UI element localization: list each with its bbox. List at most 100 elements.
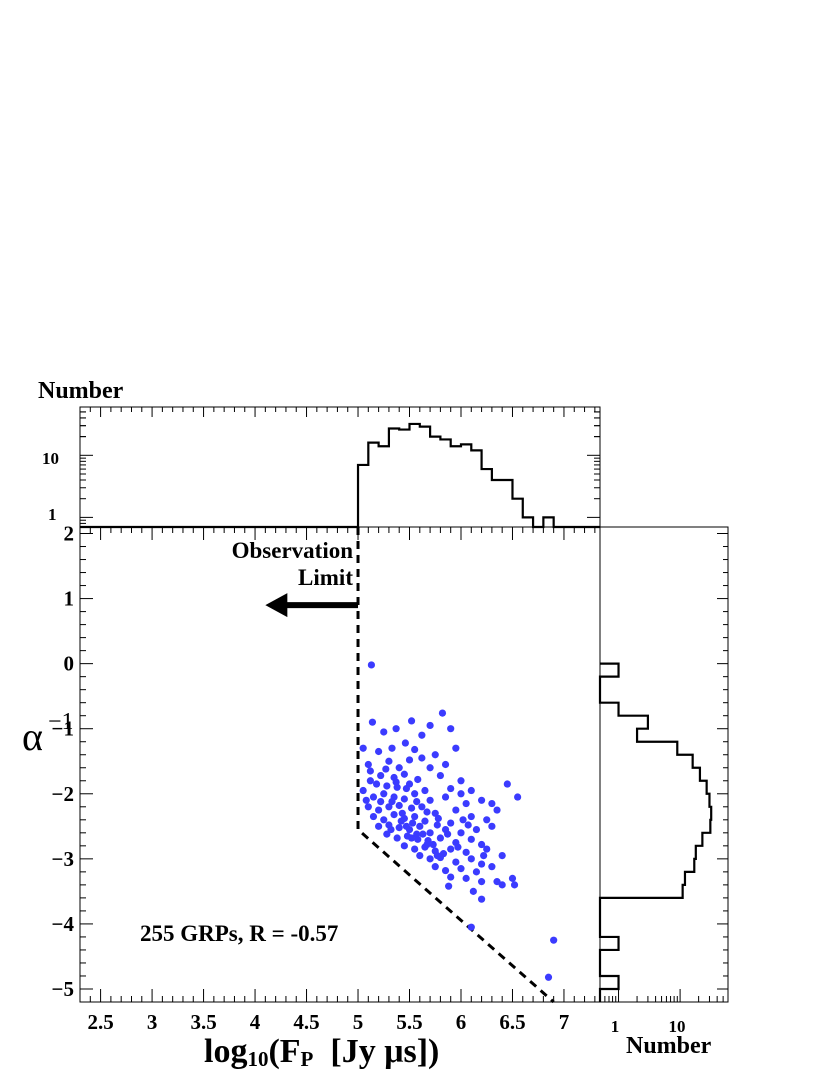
scatter-point: [418, 803, 426, 811]
scatter-point: [452, 858, 460, 866]
scatter-point: [375, 747, 383, 756]
scatter-point: [447, 725, 455, 733]
right-histogram-xtick-1: 1: [611, 1017, 620, 1036]
scatter-point: [366, 767, 374, 775]
scatter-point: [382, 765, 390, 773]
x-axis-label-sub: 10: [247, 1047, 268, 1071]
scatter-point: [411, 745, 419, 754]
y-tick-label: −4: [52, 912, 75, 936]
scatter-point: [464, 821, 472, 829]
scatter-point: [550, 936, 558, 944]
scatter-point: [433, 851, 441, 860]
scatter-point: [472, 868, 481, 876]
scatter-point: [498, 881, 506, 889]
x-axis-label-unit: [Jy μs]): [313, 1033, 439, 1070]
scatter-point: [426, 796, 434, 804]
scatter-point: [421, 817, 429, 825]
scatter-point: [387, 825, 395, 834]
right-histogram: 1 10 Number: [598, 526, 729, 1059]
y-axis-label: α −1: [22, 709, 74, 759]
scatter-point: [436, 834, 444, 842]
scatter-point: [395, 764, 403, 772]
scatter-point: [462, 799, 470, 808]
scatter-point: [380, 728, 388, 736]
scatter-x-tick-labels: 2.5 3 3.5 4 4.5 5 5.5 6 6.5 7: [87, 1010, 569, 1034]
scatter-point: [419, 830, 427, 838]
scatter-point: [457, 865, 465, 873]
scatter-point: [408, 819, 417, 827]
x-tick-label: 4: [250, 1010, 261, 1034]
right-histogram-outline: [598, 662, 713, 1002]
x-tick-label: 2.5: [87, 1010, 113, 1034]
scatter-point: [431, 809, 439, 817]
scatter-point: [369, 793, 378, 801]
scatter-point: [411, 790, 419, 798]
right-histogram-xlabel: Number: [626, 1033, 712, 1059]
scatter-point: [429, 840, 437, 849]
scatter-point: [438, 709, 447, 717]
scatter-point: [411, 812, 419, 821]
scatter-point: [508, 874, 517, 882]
right-histogram-xtick-10: 10: [669, 1017, 686, 1036]
y-axis-label-main: α: [22, 714, 43, 759]
scatter-point: [380, 816, 388, 824]
scatter-point: [407, 717, 416, 725]
scatter-point: [416, 851, 424, 860]
scatter-point: [467, 786, 475, 795]
scatter-point: [407, 834, 416, 842]
scatter-point: [493, 806, 501, 814]
scatter-point: [426, 721, 434, 730]
scatter-point: [405, 756, 414, 764]
scatter-point: [372, 780, 381, 788]
scatter-point: [426, 855, 434, 863]
scatter-point: [488, 822, 496, 830]
scatter-point: [462, 874, 470, 882]
top-histogram-ytick-1: 1: [48, 505, 57, 524]
scatter-point: [395, 824, 403, 832]
scatter-point: [359, 744, 367, 752]
scatter-point: [477, 895, 486, 903]
scatter-point: [423, 840, 431, 849]
scatter-point: [383, 782, 391, 790]
scatter-point: [393, 834, 401, 842]
x-axis-label: log10(FP [Jy μs]): [204, 1033, 439, 1071]
scatter-point: [421, 786, 429, 795]
y-tick-label: 0: [64, 652, 75, 676]
y-tick-label: −1: [52, 717, 74, 741]
scatter-point: [377, 797, 385, 806]
stats-annotation: 255 GRPs, R = -0.57: [140, 921, 338, 946]
scatter-point: [447, 784, 455, 793]
scatter-point: [369, 812, 378, 821]
scatter-point: [416, 822, 424, 830]
scatter-point: [397, 817, 405, 825]
scatter-point: [477, 860, 486, 868]
scatter-point: [400, 770, 408, 778]
scatter-point: [388, 797, 396, 806]
scatter-point: [457, 790, 465, 798]
scatter-point: [375, 806, 383, 814]
scatter-point: [407, 804, 416, 812]
scatter-point: [467, 855, 475, 863]
scatter-point: [439, 850, 448, 858]
x-tick-label: 5: [353, 1010, 364, 1034]
scatter-point: [433, 821, 441, 829]
scatter-point: [454, 843, 462, 851]
scatter-point: [498, 851, 506, 860]
scatter-point: [395, 801, 403, 810]
scatter-point: [457, 829, 465, 837]
scatter-point: [364, 760, 372, 769]
y-tick-label: 2: [64, 522, 75, 546]
y-tick-label: 1: [64, 587, 75, 611]
scatter-point: [462, 848, 470, 856]
scatter-point: [472, 825, 481, 834]
scatter-point: [483, 816, 491, 824]
x-tick-label: 3.5: [190, 1010, 216, 1034]
scatter-point: [480, 851, 488, 860]
top-histogram-ticks: [79, 406, 600, 528]
scatter-point: [452, 744, 460, 752]
scatter-point: [469, 887, 477, 895]
observation-limit-label-line1: Observation: [232, 538, 354, 563]
x-tick-label: 3: [147, 1010, 158, 1034]
scatter-point: [436, 771, 444, 780]
scatter-point: [400, 795, 408, 803]
